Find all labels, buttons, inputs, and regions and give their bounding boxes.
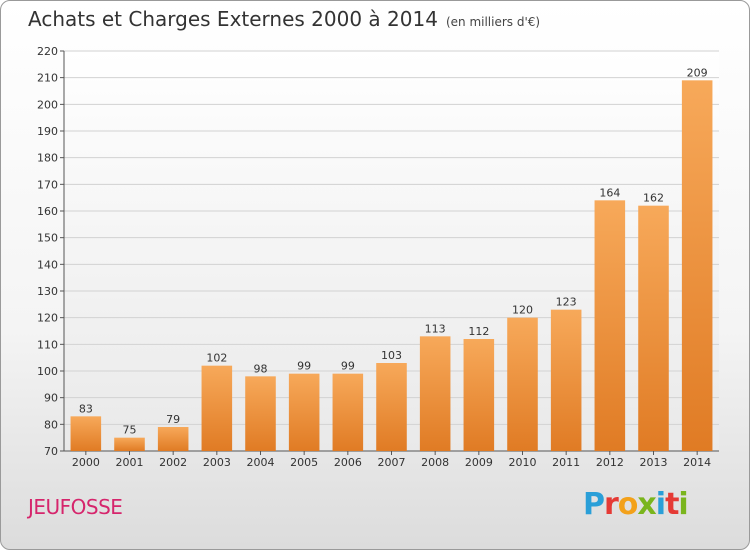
y-tick-label: 90 [44,392,58,405]
bar [550,309,582,451]
x-tick-label: 2013 [640,456,668,469]
x-tick-label: 2010 [509,456,537,469]
bar [638,205,669,451]
y-tick-label: 120 [37,312,58,325]
logo-letter: r [604,487,619,522]
y-tick-label: 80 [44,418,58,431]
data-label: 99 [297,360,311,373]
data-label: 120 [512,304,533,317]
data-label: 113 [425,322,446,335]
data-label: 79 [166,413,180,426]
bar [419,336,451,451]
data-label: 123 [556,296,577,309]
y-tick-label: 200 [37,98,58,111]
logo-letter: P [583,487,605,522]
data-label: 75 [123,424,137,437]
bar [376,363,407,451]
x-tick-label: 2000 [72,456,100,469]
x-tick-label: 2003 [203,456,231,469]
bar [70,416,102,451]
bar [157,427,189,451]
data-label: 162 [643,192,664,205]
chart-title: Achats et Charges Externes 2000 à 2014 (e… [28,7,540,31]
x-tick-label: 2012 [596,456,624,469]
proxiti-logo: Proxiti [583,487,689,522]
y-tick-label: 210 [37,72,58,85]
bar [463,339,495,451]
logo-letter: x [637,487,656,522]
bar [201,365,233,451]
y-tick-label: 110 [37,338,58,351]
y-tick-label: 160 [37,205,58,218]
y-tick-label: 150 [37,232,58,245]
x-tick-label: 2004 [247,456,275,469]
y-tick-label: 100 [37,365,58,378]
data-label: 102 [206,352,227,365]
commune-name: JEUFOSSE [28,495,123,519]
bar [245,376,276,451]
y-tick-label: 190 [37,125,58,138]
x-tick-label: 2001 [116,456,144,469]
x-tick-label: 2008 [421,456,449,469]
y-tick-label: 180 [37,152,58,165]
x-tick-label: 2005 [290,456,318,469]
x-tick-label: 2014 [683,456,711,469]
bar [594,200,626,451]
bar [681,80,713,451]
data-label: 209 [687,66,708,79]
bar [114,437,145,451]
y-tick-label: 170 [37,178,58,191]
y-tick-label: 140 [37,258,58,271]
data-label: 99 [341,360,355,373]
x-tick-label: 2007 [378,456,406,469]
y-tick-label: 130 [37,285,58,298]
data-label: 103 [381,349,402,362]
x-tick-label: 2006 [334,456,362,469]
x-tick-label: 2009 [465,456,493,469]
chart-unit: (en milliers d'€) [445,15,541,29]
logo-letter: o [617,487,639,522]
data-label: 83 [79,402,93,415]
logo-letter: i [678,487,688,522]
data-label: 98 [254,362,268,375]
x-tick-label: 2011 [552,456,580,469]
data-label: 164 [599,186,620,199]
x-tick-label: 2002 [159,456,187,469]
chart-title-text: Achats et Charges Externes 2000 à 2014 [28,7,438,31]
data-label: 112 [468,325,489,338]
bar [507,317,538,451]
y-tick-label: 70 [44,445,58,458]
logo-letter: t [665,487,679,522]
logo-letter: i [655,487,666,522]
bar [332,373,364,451]
bar [288,373,320,451]
y-tick-label: 220 [37,45,58,58]
